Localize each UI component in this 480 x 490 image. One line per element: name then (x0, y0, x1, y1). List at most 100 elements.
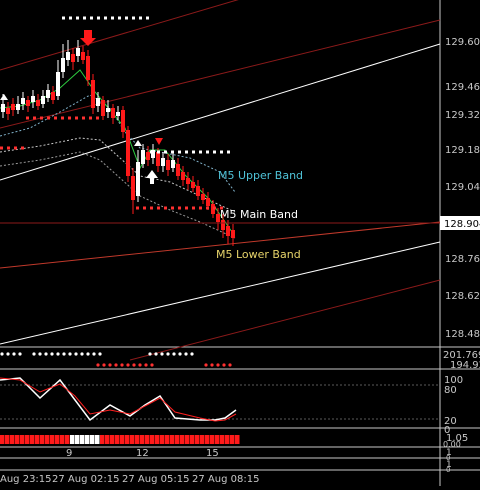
svg-text:0.00: 0.00 (443, 440, 461, 449)
candle[interactable] (231, 224, 235, 246)
candle[interactable] (136, 150, 140, 202)
dot-marker (102, 363, 106, 367)
dot-marker (80, 352, 84, 356)
trendline-red-upper (0, 19, 441, 129)
dot-marker (38, 352, 42, 356)
candle[interactable] (186, 172, 190, 190)
dot-marker (210, 363, 214, 367)
candle[interactable] (51, 86, 55, 104)
histogram-block (30, 435, 35, 444)
candle[interactable] (96, 92, 100, 112)
candle[interactable] (191, 176, 195, 192)
svg-text:128.485: 128.485 (445, 329, 480, 340)
histogram-block (210, 435, 215, 444)
candle[interactable] (56, 60, 60, 100)
candle[interactable] (171, 152, 175, 172)
histogram-block (95, 435, 100, 444)
candle[interactable] (81, 46, 85, 64)
histogram-block (20, 435, 25, 444)
candle[interactable] (26, 96, 30, 112)
histogram-block (165, 435, 170, 444)
candle[interactable] (66, 40, 70, 66)
dot-marker (216, 363, 220, 367)
dot-marker (44, 352, 48, 356)
svg-text:27 Aug 02:15: 27 Aug 02:15 (52, 474, 119, 485)
price-axis: 129.605 129.465 129.325 129.185 129.045 … (445, 37, 480, 340)
histogram-block (200, 435, 205, 444)
dot-marker (138, 363, 142, 367)
dot-marker (172, 352, 176, 356)
trend-histogram: 1.05 0.00 (0, 433, 468, 449)
sell-arrow-icon (80, 30, 96, 46)
svg-text:129.045: 129.045 (445, 182, 480, 193)
candle[interactable] (11, 98, 15, 116)
bar-number-markers: 9 12 15 (66, 448, 219, 459)
svg-text:20: 20 (444, 416, 457, 427)
candle[interactable] (46, 84, 50, 102)
candle[interactable] (201, 188, 205, 204)
dot-marker (32, 352, 36, 356)
moving-average-line (0, 69, 233, 233)
candle[interactable] (21, 92, 25, 110)
candle[interactable] (71, 48, 75, 70)
candle[interactable] (146, 146, 150, 166)
histogram-block (205, 435, 210, 444)
candle[interactable] (76, 40, 80, 62)
dot-marker (184, 352, 188, 356)
candle[interactable] (106, 100, 110, 118)
candle[interactable] (141, 144, 145, 168)
candle[interactable] (41, 90, 45, 108)
candle[interactable] (101, 96, 105, 120)
histogram-block (160, 435, 165, 444)
candle[interactable] (216, 208, 220, 230)
candle[interactable] (176, 158, 180, 180)
stochastic-panel: 100 80 20 0 (0, 375, 463, 436)
histogram-block (65, 435, 70, 444)
candle[interactable] (166, 154, 170, 176)
dot-marker (6, 352, 10, 356)
dot-marker (178, 352, 182, 356)
candle[interactable] (121, 106, 125, 138)
candle[interactable] (61, 44, 65, 78)
candle[interactable] (31, 90, 35, 108)
svg-text:27 Aug 05:15: 27 Aug 05:15 (122, 474, 189, 485)
candle[interactable] (131, 168, 135, 214)
candle[interactable] (181, 166, 185, 186)
candle[interactable] (221, 214, 225, 238)
histogram-block (75, 435, 80, 444)
candle[interactable] (161, 152, 165, 172)
histogram-block (215, 435, 220, 444)
candle[interactable] (116, 106, 120, 120)
candlestick-series[interactable] (1, 40, 235, 246)
buy-arrow-small-icon (134, 140, 142, 146)
histogram-block (170, 435, 175, 444)
main-band-line (0, 137, 236, 213)
histogram-block (90, 435, 95, 444)
candle[interactable] (196, 180, 200, 200)
small-indicator-panels: 1 0 1 0 (446, 448, 452, 474)
candle[interactable] (6, 102, 10, 120)
candle[interactable] (226, 220, 230, 244)
trend-lines[interactable] (0, 0, 441, 361)
svg-text:129.325: 129.325 (445, 110, 480, 121)
dot-marker (86, 352, 90, 356)
candle[interactable] (151, 144, 155, 164)
candle[interactable] (16, 96, 20, 114)
candle[interactable] (126, 126, 130, 182)
trendline-white-upper (0, 43, 441, 181)
dot-marker (12, 352, 16, 356)
svg-text:Aug 23:15: Aug 23:15 (0, 474, 52, 485)
candle[interactable] (36, 94, 40, 110)
candle[interactable] (86, 50, 90, 86)
histogram-block (225, 435, 230, 444)
histogram-block (235, 435, 240, 444)
candle[interactable] (91, 74, 95, 114)
trendline-red-bottom (129, 279, 441, 361)
candle[interactable] (111, 104, 115, 124)
dot-marker (0, 352, 4, 356)
dot-marker (92, 352, 96, 356)
dot-marker (228, 363, 232, 367)
lower-band-label: M5 Lower Band (216, 248, 301, 261)
